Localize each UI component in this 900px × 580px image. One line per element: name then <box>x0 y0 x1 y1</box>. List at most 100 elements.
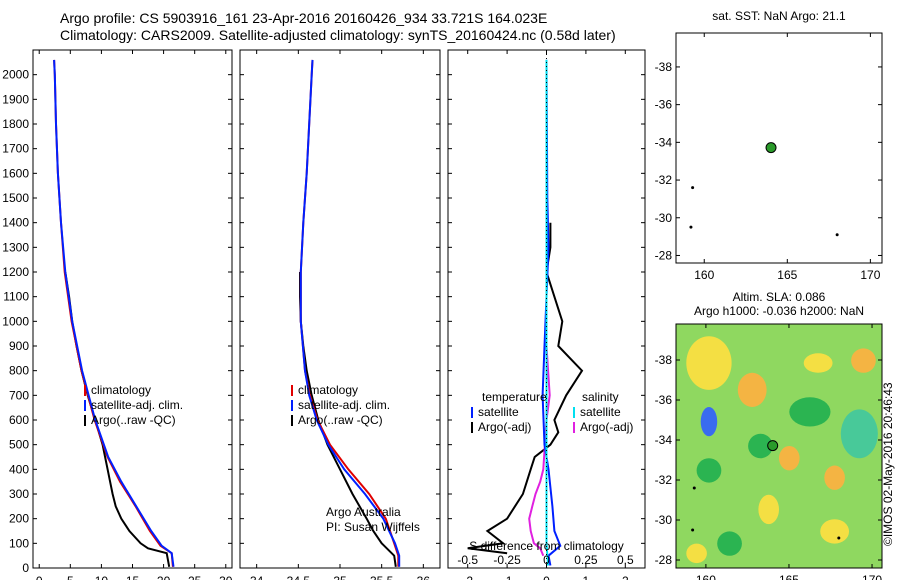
legend-label: Argo(..raw -QC) <box>91 413 176 427</box>
x-tick-label: 10 <box>95 574 109 580</box>
y-tick-label: 1500 <box>2 191 29 205</box>
y-tick-label: 0 <box>22 561 29 575</box>
y-tick-label: 400 <box>9 462 29 476</box>
sla-blob <box>686 543 707 564</box>
x-tick-label: 34.5 <box>287 574 311 580</box>
temperature-frame <box>32 49 233 569</box>
argo-position-marker <box>765 142 777 154</box>
y-tick-label: 200 <box>9 512 29 526</box>
sla-blob <box>748 433 773 459</box>
y-tick-label: -36 <box>655 98 673 112</box>
argo-position-marker <box>767 440 779 452</box>
y-tick-label: 1100 <box>3 290 29 304</box>
x-tick-label: 170 <box>860 268 880 282</box>
map-title: Altim. SLA: 0.086 <box>733 290 826 304</box>
x-tick-label: 170 <box>862 573 882 580</box>
x-tick-label: 5 <box>67 574 74 580</box>
profile-title: Argo profile: CS 5903916_161 23-Apr-2016… <box>60 10 548 26</box>
float-point <box>689 225 693 229</box>
salinity-frame <box>239 49 441 569</box>
y-tick-label: 900 <box>9 339 29 353</box>
s-tick-label: 0.25 <box>574 553 598 567</box>
y-tick-label: -38 <box>655 60 673 74</box>
sla-blob <box>803 353 833 373</box>
y-tick-label: 1800 <box>2 117 29 131</box>
s-tick-label: 0 <box>543 553 550 567</box>
sla-blob <box>758 494 779 525</box>
s-tick-label: -0.5 <box>457 553 478 567</box>
x-tick-label: 0 <box>36 574 43 580</box>
annotation-text: Argo Australia <box>326 505 401 519</box>
y-tick-label: 1600 <box>2 166 29 180</box>
y-tick-label: 2000 <box>2 68 29 82</box>
sla-blob <box>824 465 845 490</box>
sla-blob <box>851 348 876 373</box>
legend-label: climatology <box>91 383 151 397</box>
y-tick-label: -38 <box>655 353 673 367</box>
float-point <box>691 186 695 190</box>
float-point <box>837 536 841 540</box>
x-tick-label: 2 <box>622 574 629 580</box>
legend-label: Argo(-adj) <box>478 420 531 434</box>
sla-blob <box>696 458 722 483</box>
sla-blob <box>779 446 800 471</box>
y-tick-label: 1700 <box>2 142 29 156</box>
y-tick-label: 100 <box>9 536 29 550</box>
x-tick-label: 34 <box>250 574 264 580</box>
x-tick-label: 20 <box>157 574 171 580</box>
s-axis-label: S difference from climatology <box>469 539 624 553</box>
climatology-title: Climatology: CARS2009. Satellite-adjuste… <box>60 27 616 43</box>
y-tick-label: 1000 <box>2 314 29 328</box>
x-tick-label: 165 <box>777 268 797 282</box>
series-line-satellite-adj-clim- <box>299 59 401 567</box>
x-tick-label: 35 <box>333 574 347 580</box>
sst_map-frame <box>675 32 883 264</box>
y-tick-label: 600 <box>9 413 29 427</box>
y-tick-label: -30 <box>655 211 673 225</box>
y-tick-label: -30 <box>655 513 673 527</box>
y-tick-label: -36 <box>655 393 673 407</box>
x-tick-label: 160 <box>694 268 714 282</box>
legend-title: salinity <box>582 390 619 404</box>
x-tick-label: 35.5 <box>370 574 394 580</box>
sla-blob <box>789 397 831 427</box>
x-tick-label: 0 <box>543 574 550 580</box>
series-line-satellite-adj-clim- <box>53 59 175 567</box>
s-tick-label: -0.25 <box>493 553 521 567</box>
y-tick-label: -34 <box>655 433 673 447</box>
y-tick-label: -32 <box>655 473 673 487</box>
y-tick-label: 1200 <box>2 265 29 279</box>
y-tick-label: 300 <box>9 487 29 501</box>
imos-credit: ©IMOS 02-May-2016 20:46:43 <box>881 382 895 546</box>
float-point <box>692 486 696 490</box>
float-point <box>835 233 839 237</box>
y-tick-label: -34 <box>655 135 673 149</box>
x-tick-label: 15 <box>126 574 140 580</box>
sla-blob <box>700 406 718 437</box>
y-tick-label: 500 <box>9 438 29 452</box>
sla-blob <box>717 531 742 556</box>
map-title: sat. SST: NaN Argo: 21.1 <box>712 9 846 23</box>
x-tick-label: -1 <box>502 574 513 580</box>
x-tick-label: 36 <box>417 574 431 580</box>
y-tick-label: 1400 <box>2 216 29 230</box>
sla_map-frame <box>675 323 883 569</box>
sla-blob <box>737 372 767 407</box>
x-tick-label: 165 <box>779 573 799 580</box>
series-line-t-argo-adj- <box>467 222 584 555</box>
y-tick-label: 1900 <box>2 92 29 106</box>
legend-label: Argo(..raw -QC) <box>298 413 383 427</box>
legend-label: climatology <box>298 383 358 397</box>
series-line-t-satellite <box>541 59 562 566</box>
x-tick-label: -2 <box>462 574 473 580</box>
map-title: Argo h1000: -0.036 h2000: NaN <box>694 304 864 318</box>
legend-label: satellite <box>478 405 519 419</box>
x-tick-label: 30 <box>219 574 233 580</box>
y-tick-label: 700 <box>9 388 29 402</box>
y-tick-label: -32 <box>655 173 673 187</box>
float-point <box>691 528 695 532</box>
x-tick-label: 160 <box>696 573 716 580</box>
x-tick-label: 25 <box>188 574 202 580</box>
legend-label: satellite-adj. clim. <box>298 398 390 412</box>
